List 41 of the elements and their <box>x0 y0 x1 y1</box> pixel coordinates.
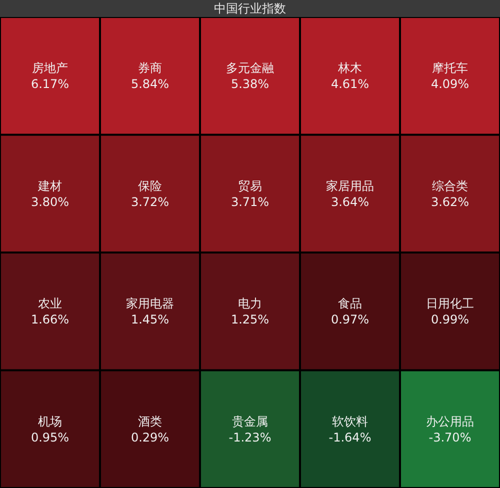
data-label: 3.80% <box>30 194 70 209</box>
category-label: 农业 <box>38 296 62 311</box>
category-label: 综合类 <box>432 178 468 193</box>
category-label: 酒类 <box>138 414 162 428</box>
data-label: 3.62% <box>430 194 470 209</box>
category-label: 贵金属 <box>232 414 268 428</box>
data-label: -3.70% <box>428 430 472 444</box>
data-label: -1.64% <box>328 430 372 444</box>
text: 中国行业指数 <box>214 2 286 16</box>
category-label: 办公用品 <box>426 414 474 428</box>
category-label: 日用化工 <box>426 296 474 311</box>
data-label: 1.25% <box>230 312 270 327</box>
category-label: 电力 <box>238 296 262 311</box>
data-label: 1.66% <box>30 312 70 327</box>
category-label: 券商 <box>138 61 162 76</box>
data-label: -1.23% <box>228 430 272 444</box>
category-label: 软饮料 <box>332 414 368 428</box>
category-label: 保险 <box>138 178 162 193</box>
data-label: 3.72% <box>130 194 170 209</box>
data-label: 4.61% <box>330 77 370 92</box>
data-label: 3.71% <box>230 194 270 209</box>
data-label: 6.17% <box>30 77 70 92</box>
data-label: 5.84% <box>130 77 170 92</box>
category-label: 食品 <box>338 296 362 311</box>
category-label: 多元金融 <box>226 61 274 76</box>
category-label: 家用电器 <box>126 296 174 311</box>
category-label: 贸易 <box>238 178 262 193</box>
data-label: 1.45% <box>130 312 170 327</box>
data-label: 4.09% <box>430 77 470 92</box>
category-label: 摩托车 <box>432 61 468 76</box>
data-label: 0.97% <box>330 312 370 327</box>
data-label: 5.38% <box>230 77 270 92</box>
category-label: 林木 <box>337 61 362 76</box>
category-label: 房地产 <box>32 61 68 76</box>
category-label: 建材 <box>37 178 62 193</box>
data-label: 0.95% <box>30 430 70 444</box>
data-label: 0.99% <box>430 312 470 327</box>
data-label: 0.29% <box>130 430 170 444</box>
category-label: 家居用品 <box>326 178 374 193</box>
data-label: 3.64% <box>330 194 370 209</box>
category-label: 机场 <box>38 414 62 428</box>
